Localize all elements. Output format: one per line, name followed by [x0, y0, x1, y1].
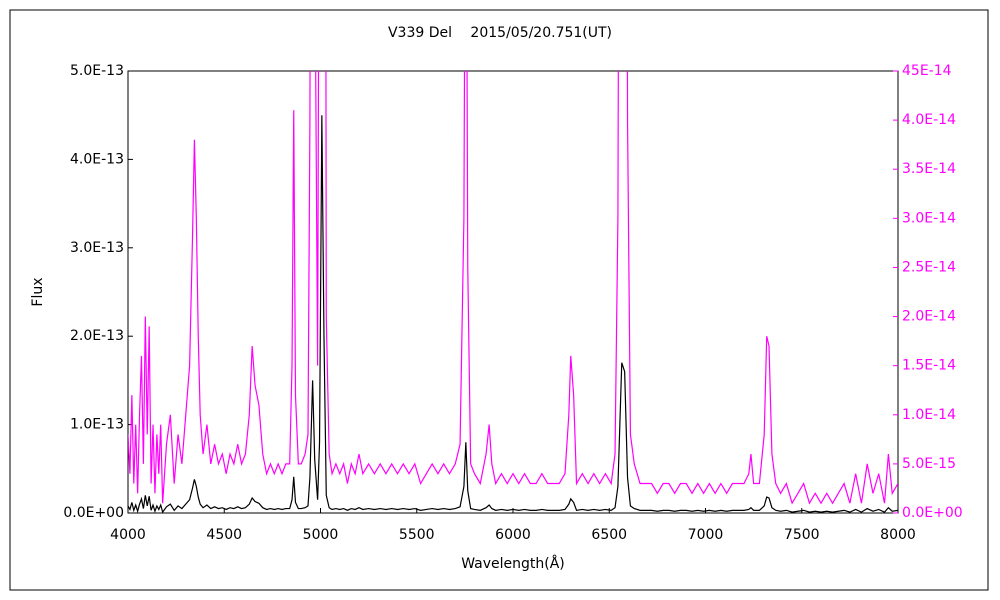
x-tick-label: 6500 [591, 527, 627, 543]
y2-tick-label: 2.5E-14 [902, 259, 956, 275]
y-tick-label: 4.0E-13 [70, 151, 124, 167]
x-tick-label: 4000 [110, 527, 146, 543]
spectrum-line [128, 71, 898, 505]
y2-tick-label: 1.0E-14 [902, 407, 956, 423]
y-tick-label: 2.0E-13 [70, 328, 124, 344]
x-tick-label: 7500 [784, 527, 820, 543]
y-tick-label: 3.0E-13 [70, 240, 124, 256]
y-axis-label: Flux [30, 277, 46, 306]
y-tick-label: 0.0E+00 [63, 505, 124, 521]
y2-tick-label: 45E-14 [902, 63, 952, 79]
x-tick-label: 5000 [303, 527, 339, 543]
x-tick-label: 4500 [206, 527, 242, 543]
x-axis-label: Wavelength(Å) [461, 555, 565, 572]
y2-tick-label: 0.0E+00 [902, 505, 963, 521]
y-tick-label: 5.0E-13 [70, 63, 124, 79]
x-tick-label: 7000 [688, 527, 724, 543]
y2-tick-label: 2.0E-14 [902, 309, 956, 325]
plot-frame [127, 70, 899, 514]
y-tick-label: 1.0E-13 [70, 417, 124, 433]
y2-tick-label: 5.0E-15 [902, 456, 956, 472]
y2-tick-label: 3.0E-14 [902, 210, 956, 226]
x-tick-label: 6000 [495, 527, 531, 543]
frame [9, 9, 989, 591]
chart-title: V339 Del 2015/05/20.751(UT) [388, 25, 612, 41]
x-tick-label: 5500 [399, 527, 435, 543]
y2-tick-label: 1.5E-14 [902, 358, 956, 374]
y2-tick-label: 3.5E-14 [902, 161, 956, 177]
x-tick-label: 8000 [880, 527, 916, 543]
y2-tick-label: 4.0E-14 [902, 112, 956, 128]
spectrum-line [128, 115, 898, 513]
